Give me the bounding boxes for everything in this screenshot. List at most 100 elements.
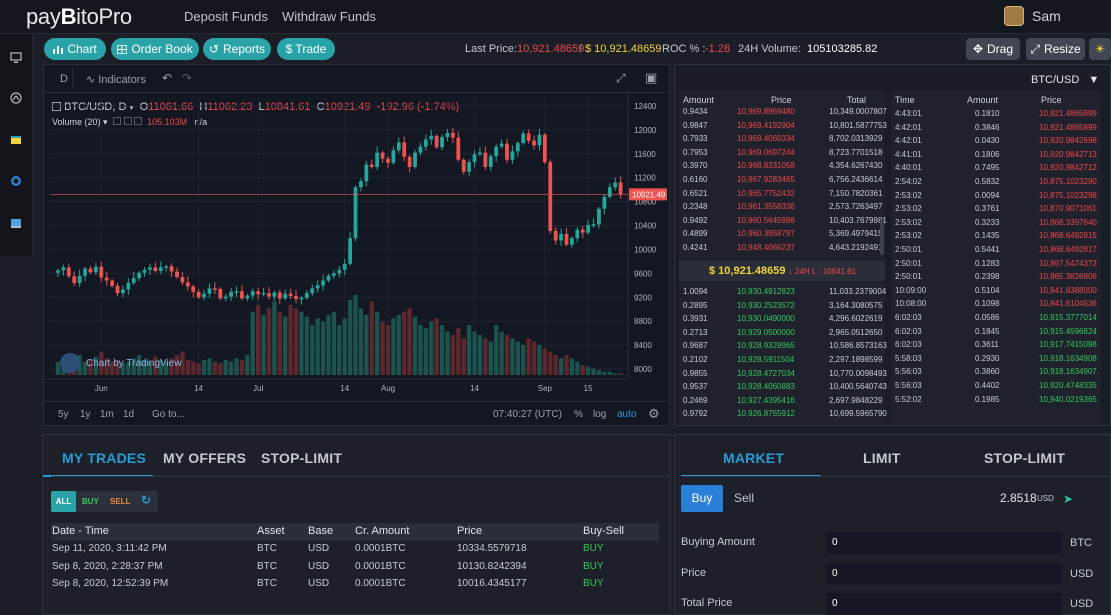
ask-row-cell[interactable]: 7,150.7820361 <box>829 188 883 198</box>
bid-row-cell[interactable]: 10,928.4727034 <box>737 368 795 378</box>
column-header[interactable]: Date - Time <box>52 525 109 537</box>
wallet-icon[interactable] <box>10 134 22 146</box>
eye-icon[interactable] <box>113 117 122 125</box>
tab-my-trades[interactable]: MY TRADES <box>62 450 146 466</box>
bid-row-cell[interactable]: 10,929.0500000 <box>737 327 795 337</box>
ask-row-cell[interactable]: 5,369.4979415 <box>829 229 883 239</box>
bid-row-cell[interactable]: 4,296.6022619 <box>829 314 883 324</box>
bid-row-cell[interactable]: 10,699.5965790 <box>829 409 887 419</box>
bid-row-cell[interactable]: 2,965.0512650 <box>829 327 883 337</box>
order-field-input[interactable]: 0 <box>826 593 1062 615</box>
bid-row-cell[interactable]: 0.9687 <box>683 341 708 351</box>
ask-row-cell[interactable]: 10,969.0697244 <box>737 147 795 157</box>
bid-row-cell[interactable]: 10,930.0490000 <box>737 314 795 324</box>
bid-row-cell[interactable]: 0.9855 <box>683 368 708 378</box>
chart-button[interactable]: Chart <box>44 38 106 60</box>
percent-toggle[interactable]: % <box>574 409 583 420</box>
ask-row-cell[interactable]: 10,960.5645998 <box>737 215 795 225</box>
ask-row-cell[interactable]: 4,643.2192491 <box>829 243 883 252</box>
bid-row-cell[interactable]: 0.9792 <box>683 409 708 419</box>
column-header[interactable]: Cr. Amount <box>355 525 410 537</box>
bid-row-cell[interactable]: 0.2102 <box>683 355 708 364</box>
bid-row-cell[interactable]: 10,930.2523572 <box>737 300 795 310</box>
ask-row-cell[interactable]: 0.9492 <box>683 215 708 225</box>
ask-row-cell[interactable]: 0.6160 <box>683 175 708 184</box>
goto-button[interactable]: Go to... <box>152 409 185 420</box>
ask-row-cell[interactable]: 10,960.3958797 <box>737 229 795 239</box>
ask-row-cell[interactable]: 10,969.4060334 <box>737 134 795 144</box>
close-icon[interactable] <box>134 117 143 125</box>
ask-row-cell[interactable]: 0.7933 <box>683 134 708 144</box>
ask-row-cell[interactable]: 0.4241 <box>683 243 708 252</box>
interval-selector[interactable]: D <box>60 73 68 85</box>
ask-row-cell[interactable]: 0.4899 <box>683 229 708 239</box>
dashboard-icon[interactable] <box>10 92 22 104</box>
bid-row-cell[interactable]: 10,770.0098493 <box>829 368 887 378</box>
filter-buy[interactable]: BUY <box>82 497 99 506</box>
bid-row-cell[interactable]: 10,930.4912823 <box>737 287 795 296</box>
candlestick-chart[interactable]: 12400 12000 11600 11200 10800 10400 10000 9600 9… <box>44 93 671 403</box>
gear-icon[interactable]: ⚙ <box>648 406 660 421</box>
column-header[interactable]: Buy-Sell <box>583 525 624 537</box>
nav-withdraw-funds[interactable]: Withdraw Funds <box>282 9 376 24</box>
ask-row-cell[interactable]: 0.3970 <box>683 161 708 171</box>
order-book-button[interactable]: Order Book <box>111 38 199 60</box>
ask-row-cell[interactable]: 10,967.9283465 <box>737 175 795 184</box>
bid-row-cell[interactable]: 0.2713 <box>683 327 708 337</box>
bid-row-cell[interactable]: 10,926.8755912 <box>737 409 795 419</box>
settings-icon[interactable] <box>123 117 132 125</box>
user-menu[interactable]: Sam <box>1004 6 1061 26</box>
range-5y[interactable]: 5y <box>58 409 69 420</box>
ask-row-cell[interactable]: 2,573.7263497 <box>829 202 883 212</box>
order-field-input[interactable]: 0 <box>826 562 1062 585</box>
column-header[interactable]: Asset <box>257 525 285 537</box>
theme-toggle[interactable]: ☀ <box>1089 38 1111 60</box>
buy-toggle[interactable]: Buy <box>681 485 723 512</box>
reports-button[interactable]: ↺ Reports <box>203 38 271 60</box>
column-header[interactable]: Base <box>308 525 334 537</box>
bid-row-cell[interactable]: 11,033.2379004 <box>829 287 887 296</box>
tab-market[interactable]: MARKET <box>723 450 785 466</box>
range-1d[interactable]: 1d <box>123 409 135 420</box>
auto-toggle[interactable]: auto <box>617 409 637 420</box>
ask-row-cell[interactable]: 0.9847 <box>683 120 708 130</box>
ask-row-cell[interactable]: 0.7953 <box>683 147 708 157</box>
ask-row-cell[interactable]: 10,965.7752432 <box>737 188 795 198</box>
drag-button[interactable]: ✥ Drag <box>966 38 1020 60</box>
bid-row-cell[interactable]: 10,400.5640743 <box>829 382 887 392</box>
tab-my-offers[interactable]: MY OFFERS <box>163 450 247 466</box>
volume-study-label[interactable]: Volume (20) <box>52 117 101 127</box>
bid-row-cell[interactable]: 0.9537 <box>683 382 708 392</box>
ask-row-cell[interactable]: 0.2348 <box>683 202 708 212</box>
bid-row-cell[interactable]: 2,297.1898599 <box>829 355 883 364</box>
tab-stop-limit[interactable]: STOP-LIMIT <box>261 450 343 466</box>
range-1m[interactable]: 1m <box>100 409 114 420</box>
reports-icon[interactable] <box>10 217 22 229</box>
filter-all[interactable]: ALL <box>51 491 76 512</box>
bid-row-cell[interactable]: 1.0094 <box>683 287 708 296</box>
fullscreen-icon[interactable]: ⤢ <box>616 71 626 85</box>
ask-row-cell[interactable]: 10,349.0007807 <box>829 107 887 116</box>
ask-row-cell[interactable]: 8,723.7701518 <box>829 147 883 157</box>
ask-row-cell[interactable]: 10,961.3558336 <box>737 202 795 212</box>
bid-row-cell[interactable]: 0.2895 <box>683 300 708 310</box>
filter-sell[interactable]: SELL <box>110 497 131 506</box>
range-1y[interactable]: 1y <box>80 409 91 420</box>
ask-row-cell[interactable]: 0.9434 <box>683 107 708 116</box>
ask-row-cell[interactable]: 10,948.4066237 <box>737 243 795 252</box>
ask-row-cell[interactable]: 4,354.6267430 <box>829 161 883 171</box>
ask-row-cell[interactable]: 8,702.0313929 <box>829 134 883 144</box>
ask-row-cell[interactable]: 10,801.5877753 <box>829 120 887 130</box>
log-toggle[interactable]: log <box>593 409 607 420</box>
refresh-icon[interactable]: ↻ <box>141 493 152 507</box>
ask-row-cell[interactable]: 10,969.8969480 <box>737 107 795 116</box>
trade-button[interactable]: $ Trade <box>277 38 335 60</box>
symbol-label[interactable]: BTC/USD, D <box>64 101 127 113</box>
ask-row-cell[interactable]: 10,968.8331058 <box>737 161 795 171</box>
monitor-icon[interactable] <box>10 52 22 64</box>
bid-row-cell[interactable]: 10,586.8573163 <box>829 341 887 351</box>
bid-row-cell[interactable]: 10,928.5911504 <box>737 355 795 364</box>
collapse-icon[interactable] <box>52 102 61 111</box>
bid-row-cell[interactable]: 10,928.9329965 <box>737 341 795 351</box>
bid-row-cell[interactable]: 10,927.4395416 <box>737 395 795 405</box>
